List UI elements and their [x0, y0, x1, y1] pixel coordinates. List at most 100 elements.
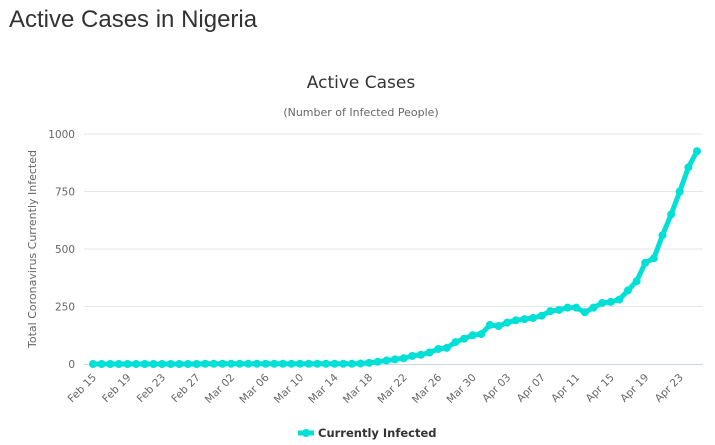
data-point[interactable] — [201, 359, 210, 368]
data-point[interactable] — [563, 303, 572, 312]
data-point[interactable] — [244, 359, 253, 368]
data-point[interactable] — [503, 318, 512, 327]
data-point[interactable] — [623, 286, 632, 295]
x-tick-label: Mar 06 — [237, 371, 272, 406]
data-point[interactable] — [149, 360, 158, 368]
data-point[interactable] — [278, 359, 287, 368]
data-point[interactable] — [166, 360, 175, 368]
data-point[interactable] — [252, 359, 261, 368]
data-point[interactable] — [460, 334, 469, 343]
data-point[interactable] — [347, 359, 356, 368]
data-point[interactable] — [209, 359, 218, 368]
series-line-currently-infected — [90, 148, 700, 367]
data-point[interactable] — [641, 258, 650, 267]
data-point[interactable] — [693, 147, 701, 156]
data-point[interactable] — [391, 355, 399, 364]
data-point[interactable] — [175, 360, 184, 368]
data-point[interactable] — [270, 359, 279, 368]
data-point[interactable] — [140, 360, 149, 368]
data-point[interactable] — [339, 359, 348, 368]
legend-symbol-marker — [302, 429, 310, 437]
data-point[interactable] — [114, 360, 123, 368]
data-point[interactable] — [365, 358, 374, 367]
y-tick-label: 0 — [68, 359, 75, 371]
y-axis-title: Total Coronavirus Currently Infected — [26, 150, 39, 349]
data-point[interactable] — [580, 308, 589, 317]
y-tick-label: 250 — [55, 302, 75, 314]
y-tick-label: 750 — [55, 187, 75, 199]
y-tick-label: 1000 — [48, 129, 75, 141]
legend-label-currently-infected[interactable]: Currently Infected — [318, 426, 437, 440]
data-point[interactable] — [511, 316, 520, 325]
data-point[interactable] — [235, 359, 244, 368]
data-point[interactable] — [399, 354, 408, 363]
data-point[interactable] — [304, 359, 313, 368]
data-point[interactable] — [158, 360, 167, 368]
data-point[interactable] — [416, 350, 425, 359]
page-title: Active Cases in Nigeria — [9, 6, 258, 33]
data-point[interactable] — [632, 277, 641, 286]
x-tick-label: Apr 11 — [549, 372, 582, 405]
data-point[interactable] — [546, 307, 555, 316]
data-point[interactable] — [408, 351, 417, 360]
data-point[interactable] — [382, 356, 391, 365]
legend[interactable]: Currently Infected — [298, 426, 437, 440]
x-tick-label: Feb 23 — [135, 372, 168, 405]
x-axis-ticks: Feb 15 Feb 19 Feb 23 Feb 27 Mar 02 Mar 06 Mar … — [66, 371, 686, 406]
series-points — [89, 147, 701, 368]
data-point[interactable] — [667, 210, 676, 219]
data-point[interactable] — [675, 187, 684, 196]
data-point[interactable] — [373, 357, 382, 366]
data-point[interactable] — [425, 348, 434, 357]
data-point[interactable] — [451, 338, 460, 347]
data-point[interactable] — [537, 311, 546, 320]
x-tick-label: Feb 15 — [66, 372, 99, 405]
data-point[interactable] — [434, 345, 443, 354]
x-tick-label: Apr 15 — [584, 372, 617, 405]
data-point[interactable] — [287, 359, 296, 368]
x-tick-label: Mar 02 — [203, 372, 237, 406]
data-point[interactable] — [97, 360, 106, 368]
y-axis-ticks: 0 250 500 750 1000 — [48, 129, 75, 371]
data-point[interactable] — [313, 359, 322, 368]
x-tick-label: Mar 14 — [306, 371, 341, 406]
data-point[interactable] — [330, 359, 339, 368]
data-point[interactable] — [589, 303, 598, 312]
data-point[interactable] — [494, 322, 503, 331]
gridlines — [84, 133, 703, 307]
data-point[interactable] — [261, 359, 270, 368]
data-point[interactable] — [658, 231, 667, 240]
data-point[interactable] — [106, 360, 115, 368]
data-point[interactable] — [529, 314, 538, 322]
data-point[interactable] — [554, 305, 563, 314]
data-point[interactable] — [684, 163, 693, 172]
data-point[interactable] — [123, 360, 132, 368]
x-tick-label: Apr 23 — [653, 372, 686, 405]
data-point[interactable] — [606, 297, 615, 306]
x-tick-label: Mar 30 — [444, 372, 478, 406]
data-point[interactable] — [485, 320, 494, 329]
data-point[interactable] — [598, 299, 607, 308]
data-point[interactable] — [468, 331, 477, 340]
chart-subtitle: (Number of Infected People) — [283, 106, 438, 119]
data-point[interactable] — [572, 303, 581, 312]
data-point[interactable] — [649, 254, 658, 263]
x-tick-label: Apr 03 — [480, 372, 513, 405]
data-point[interactable] — [192, 360, 201, 368]
data-point[interactable] — [442, 343, 451, 352]
data-point[interactable] — [183, 360, 192, 368]
data-point[interactable] — [615, 295, 624, 304]
data-point[interactable] — [477, 330, 486, 339]
data-point[interactable] — [227, 359, 236, 368]
x-tick-label: Feb 27 — [169, 372, 202, 405]
x-tick-label: Apr 07 — [515, 372, 548, 405]
data-point[interactable] — [321, 359, 330, 368]
data-point[interactable] — [356, 359, 365, 368]
data-point[interactable] — [132, 360, 141, 368]
data-point[interactable] — [89, 360, 97, 368]
data-point[interactable] — [296, 359, 305, 368]
data-point[interactable] — [218, 359, 227, 368]
data-point[interactable] — [520, 315, 529, 324]
x-tick-label: Feb 19 — [100, 372, 133, 405]
